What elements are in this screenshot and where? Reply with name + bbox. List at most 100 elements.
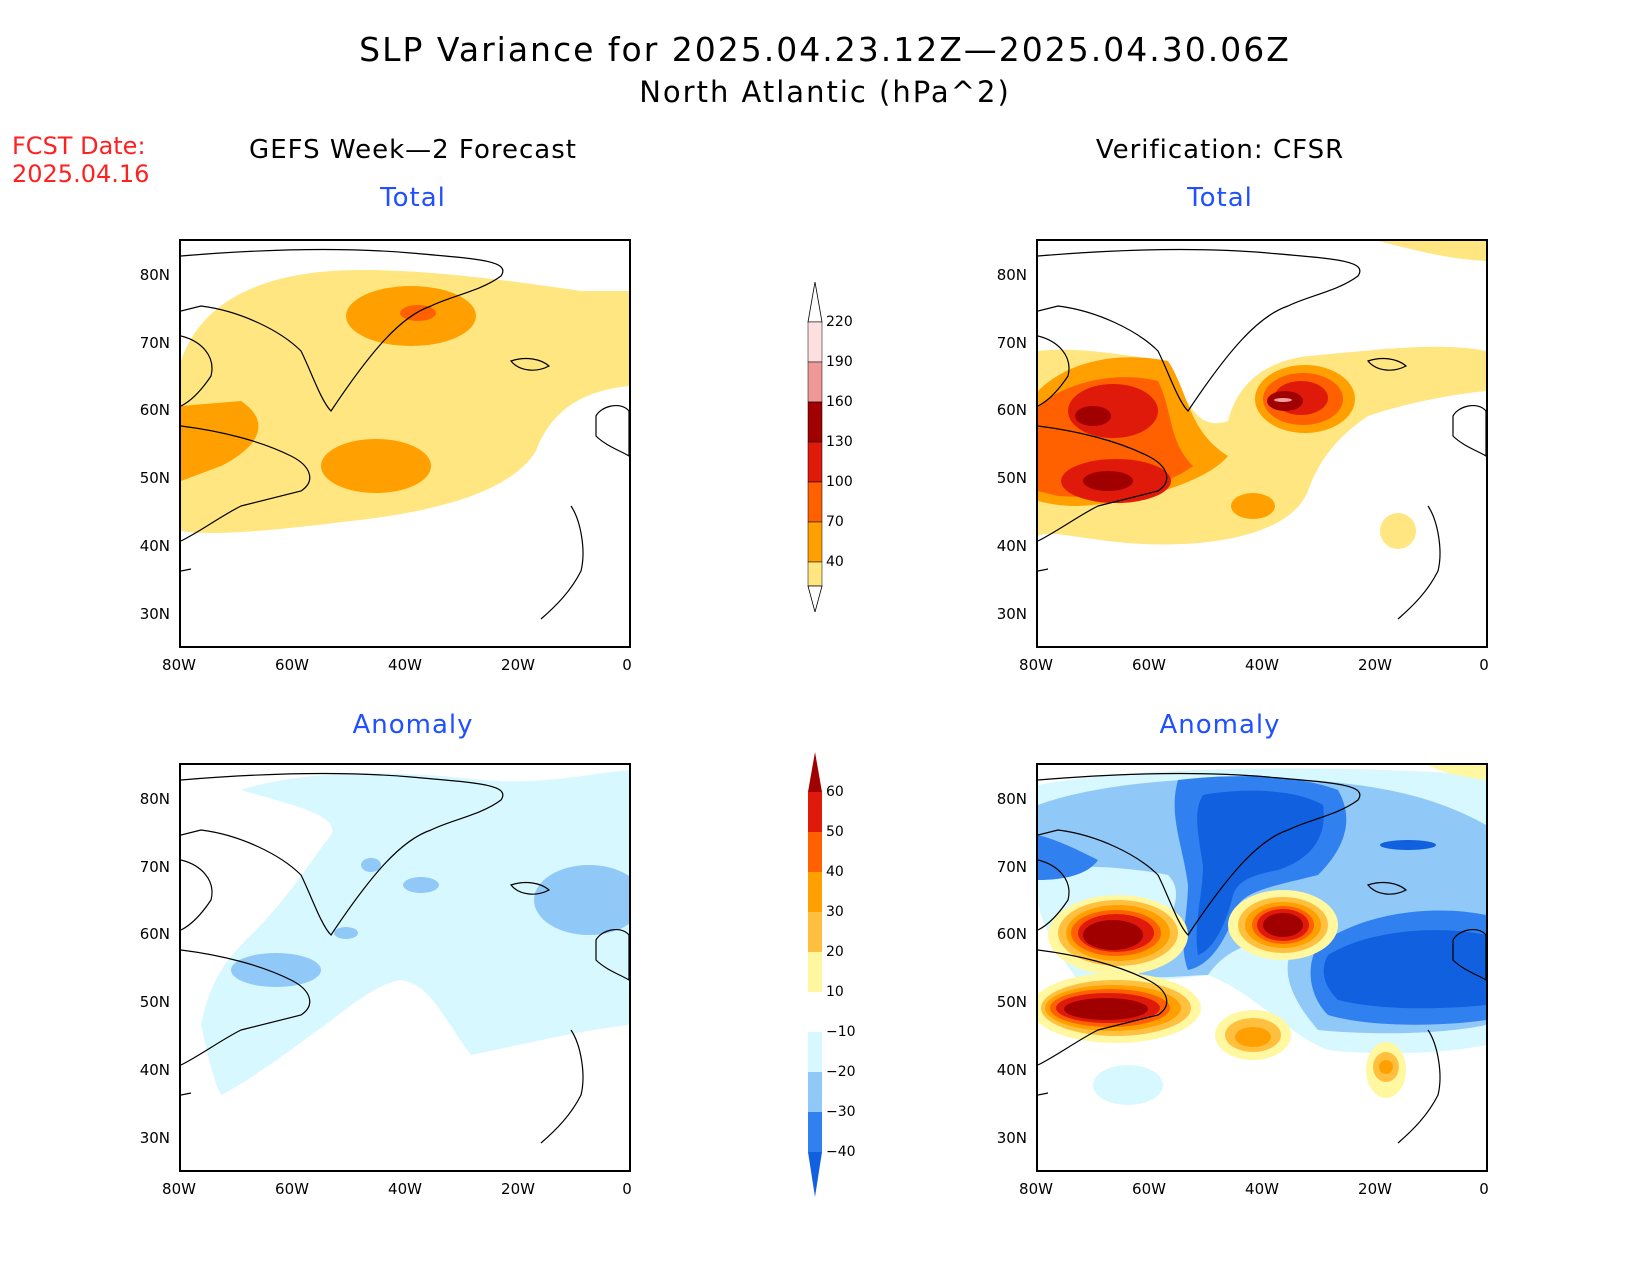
colorbar-label: 40 (826, 554, 844, 570)
contour-fill-neg30 (1038, 835, 1098, 880)
colorbar-swatch (807, 441, 823, 483)
colorbar-swatch (808, 872, 822, 912)
colorbar-label: 10 (826, 984, 844, 1000)
lat-tick-label: 40N (996, 537, 1027, 555)
lon-tick-label: 0 (622, 656, 632, 674)
colorbar-total-bottom-triangle (807, 585, 823, 612)
fcst-date-value: 2025.04.16 (12, 160, 150, 188)
lat-tick-label: 50N (996, 993, 1027, 1011)
lon-tick-label: 60W (1132, 1180, 1166, 1198)
colorbar-total-swatches (807, 282, 823, 612)
colorbar-label: −40 (826, 1144, 856, 1160)
lon-tick-label: 0 (1479, 656, 1489, 674)
lat-tick-label: 80N (996, 790, 1027, 808)
contour-fill-neg20 (231, 953, 321, 987)
coastline (1038, 772, 1486, 1144)
colorbar-label: −30 (826, 1104, 856, 1120)
colorbar-swatch (808, 1112, 822, 1152)
map-panel-cfsr-total (1036, 239, 1488, 648)
colorbar-swatch (808, 1032, 822, 1072)
colorbar-swatch (808, 832, 822, 872)
lat-tick-label: 70N (996, 334, 1027, 352)
lon-tick-label: 60W (275, 656, 309, 674)
coastline (181, 248, 629, 620)
lat-tick-label: 60N (139, 925, 170, 943)
colorbar-swatch (807, 321, 823, 363)
colorbar-label: 60 (826, 784, 844, 800)
colorbar-total-top-triangle (807, 282, 823, 323)
coastline (181, 772, 629, 1144)
contour-fill-160 (1075, 406, 1111, 426)
contour-map (181, 770, 629, 1144)
lat-tick-label: 80N (139, 266, 170, 284)
contour-fill-neg40 (1380, 840, 1436, 850)
lat-tick-label: 70N (139, 334, 170, 352)
lon-tick-label: 40W (1245, 656, 1279, 674)
panel-subtitle-gefs-total: Total (380, 183, 446, 213)
contour-fill-160 (1083, 471, 1133, 491)
map-panel-gefs-anomaly (179, 763, 631, 1172)
colorbar-swatch (807, 481, 823, 523)
colorbar-label: 40 (826, 864, 844, 880)
colorbar-label: 160 (826, 394, 853, 410)
lat-tick-label: 30N (996, 605, 1027, 623)
lon-tick-label: 60W (1132, 656, 1166, 674)
panel-subtitle-gefs-anomaly: Anomaly (352, 710, 474, 740)
lon-tick-label: 80W (1019, 1180, 1053, 1198)
panel-subtitle-cfsr-total: Total (1187, 183, 1253, 213)
chart-title: SLP Variance for 2025.04.23.12Z—2025.04.… (359, 30, 1291, 69)
lat-tick-label: 70N (996, 858, 1027, 876)
contour-fill-neg40 (1196, 790, 1324, 955)
colorbar-anomaly: 60 50 40 30 20 10 −10 −20 −30 −40 (800, 752, 900, 1202)
colorbar-label: 220 (826, 314, 853, 330)
lat-tick-label: 60N (996, 925, 1027, 943)
lat-tick-label: 30N (139, 605, 170, 623)
contour-fill-10 (1428, 765, 1486, 780)
contour-fill-30 (1379, 1060, 1393, 1074)
contour-fill-190 (1274, 398, 1292, 402)
colorbar-swatch (808, 1072, 822, 1112)
colorbar-swatch (808, 952, 822, 992)
right-column-title: Verification: CFSR (1095, 135, 1345, 165)
colorbar-label: 190 (826, 354, 853, 370)
contour-fill-60 (1083, 920, 1143, 950)
contour-fill-60 (1064, 998, 1148, 1020)
lat-tick-label: 30N (139, 1129, 170, 1147)
contour-fill-70 (181, 401, 259, 481)
colorbar-label: 20 (826, 944, 844, 960)
colorbar-anomaly-bottom-triangle (808, 1152, 822, 1197)
contour-fill-40 (1378, 241, 1486, 261)
colorbar-anomaly-top-triangle (808, 752, 822, 792)
lon-tick-label: 80W (162, 1180, 196, 1198)
contour-map (1038, 241, 1486, 620)
contour-fill-neg20 (534, 865, 629, 935)
lat-tick-label: 80N (996, 266, 1027, 284)
contour-fill-neg10 (201, 770, 629, 1095)
colorbar-swatch (808, 992, 822, 1032)
contour-fill-neg20 (403, 877, 439, 893)
colorbar-label: 70 (826, 514, 844, 530)
colorbar-swatch (807, 401, 823, 443)
contour-fill-40 (1380, 513, 1416, 549)
map-panel-gefs-total (179, 239, 631, 648)
lat-tick-label: 60N (996, 401, 1027, 419)
map-panel-cfsr-anomaly (1036, 763, 1488, 1172)
colorbar-label: 50 (826, 824, 844, 840)
contour-fill-100 (400, 305, 436, 321)
lon-tick-label: 20W (501, 656, 535, 674)
lat-tick-label: 40N (139, 537, 170, 555)
contour-fill-70 (321, 439, 431, 493)
colorbar-label: −20 (826, 1064, 856, 1080)
lon-tick-label: 0 (622, 1180, 632, 1198)
lon-tick-label: 80W (1019, 656, 1053, 674)
lon-tick-label: 60W (275, 1180, 309, 1198)
lon-tick-label: 40W (1245, 1180, 1279, 1198)
lon-tick-label: 20W (1358, 1180, 1392, 1198)
lat-tick-label: 60N (139, 401, 170, 419)
contour-fill-40 (181, 270, 629, 533)
contour-fill-60 (1263, 913, 1303, 937)
colorbar-swatch (808, 912, 822, 952)
contour-map (181, 248, 629, 620)
colorbar-label: 130 (826, 434, 853, 450)
colorbar-label: −10 (826, 1024, 856, 1040)
